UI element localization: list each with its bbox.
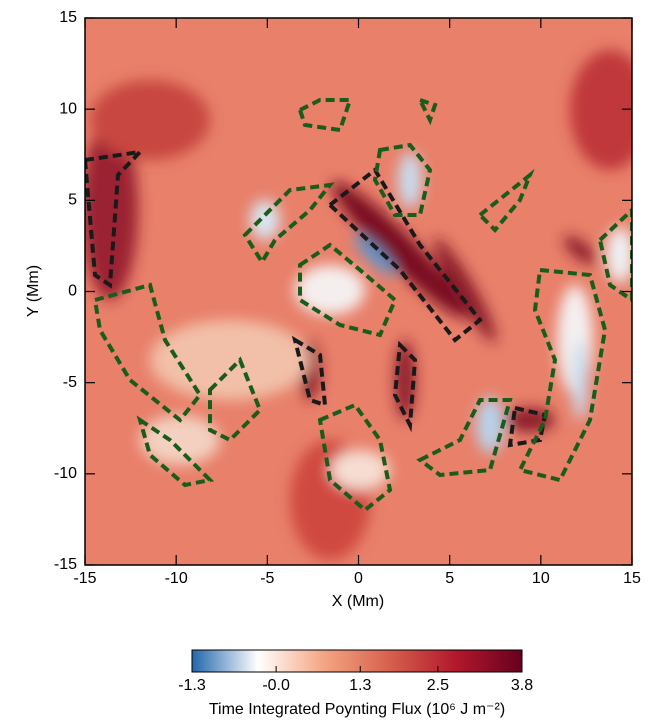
y-tick-label: -15 <box>54 556 77 573</box>
colorbar-tick-label: 2.5 <box>427 677 449 694</box>
y-axis-label: Y (Mm) <box>25 265 42 317</box>
colorbar-tick-label: 1.3 <box>349 677 371 694</box>
heatmap-field <box>85 18 632 565</box>
colorbar-tick-label: 3.8 <box>511 677 533 694</box>
colorbar <box>191 649 523 673</box>
x-tick-label: 10 <box>532 570 550 587</box>
y-tick-label: -10 <box>54 465 77 482</box>
y-tick-label: 5 <box>68 192 77 209</box>
x-axis-label: X (Mm) <box>332 593 384 610</box>
x-tick-label: 15 <box>623 570 641 587</box>
x-tick-label: -10 <box>165 570 188 587</box>
y-tick-label: -5 <box>63 374 77 391</box>
colorbar-tick-label: -1.3 <box>178 677 206 694</box>
y-tick-label: 10 <box>59 100 77 117</box>
colorbar-label: Time Integrated Poynting Flux (10⁶ J m⁻²… <box>209 701 505 718</box>
y-tick-label: 15 <box>59 9 77 26</box>
x-tick-label: 5 <box>445 570 454 587</box>
x-tick-label: -5 <box>260 570 274 587</box>
x-tick-label: -15 <box>73 570 96 587</box>
x-tick-label: 0 <box>354 570 363 587</box>
y-tick-label: 0 <box>68 283 77 300</box>
colorbar-tick-label: -0.0 <box>262 677 290 694</box>
